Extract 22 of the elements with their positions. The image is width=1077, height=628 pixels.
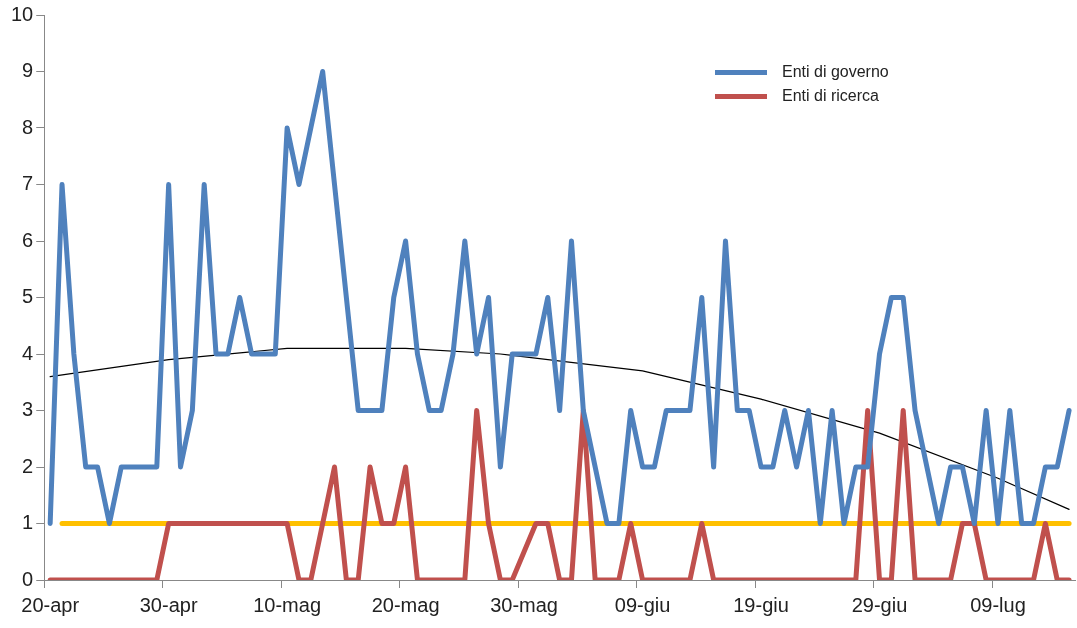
y-tick-label: 2 bbox=[22, 454, 34, 477]
y-tick-label: 7 bbox=[22, 172, 34, 195]
y-tick-label: 4 bbox=[22, 341, 34, 364]
x-tick-label: 29-giu bbox=[851, 593, 908, 616]
y-tick-label: 9 bbox=[22, 59, 34, 82]
x-tick-label: 20-apr bbox=[21, 593, 80, 616]
y-tick-label: 0 bbox=[22, 567, 34, 590]
x-tick-label: 09-lug bbox=[970, 593, 1026, 616]
y-tick-label: 6 bbox=[22, 228, 34, 251]
x-tick-label: 20-mag bbox=[371, 593, 440, 616]
x-tick-label: 30-mag bbox=[490, 593, 558, 616]
x-tick-label: 10-mag bbox=[253, 593, 322, 616]
y-tick-label: 3 bbox=[22, 398, 34, 421]
y-tick-label: 10 bbox=[11, 2, 34, 25]
y-tick-label: 5 bbox=[22, 285, 34, 308]
x-tick-label: 30-apr bbox=[139, 593, 198, 616]
legend-label: Enti di ricerca bbox=[782, 87, 879, 105]
y-tick-label: 1 bbox=[22, 511, 34, 534]
x-tick-label: 19-giu bbox=[733, 593, 789, 616]
y-tick-label: 8 bbox=[22, 115, 34, 138]
x-tick-label: 09-giu bbox=[614, 593, 671, 616]
legend-label: Enti di governo bbox=[782, 63, 889, 81]
